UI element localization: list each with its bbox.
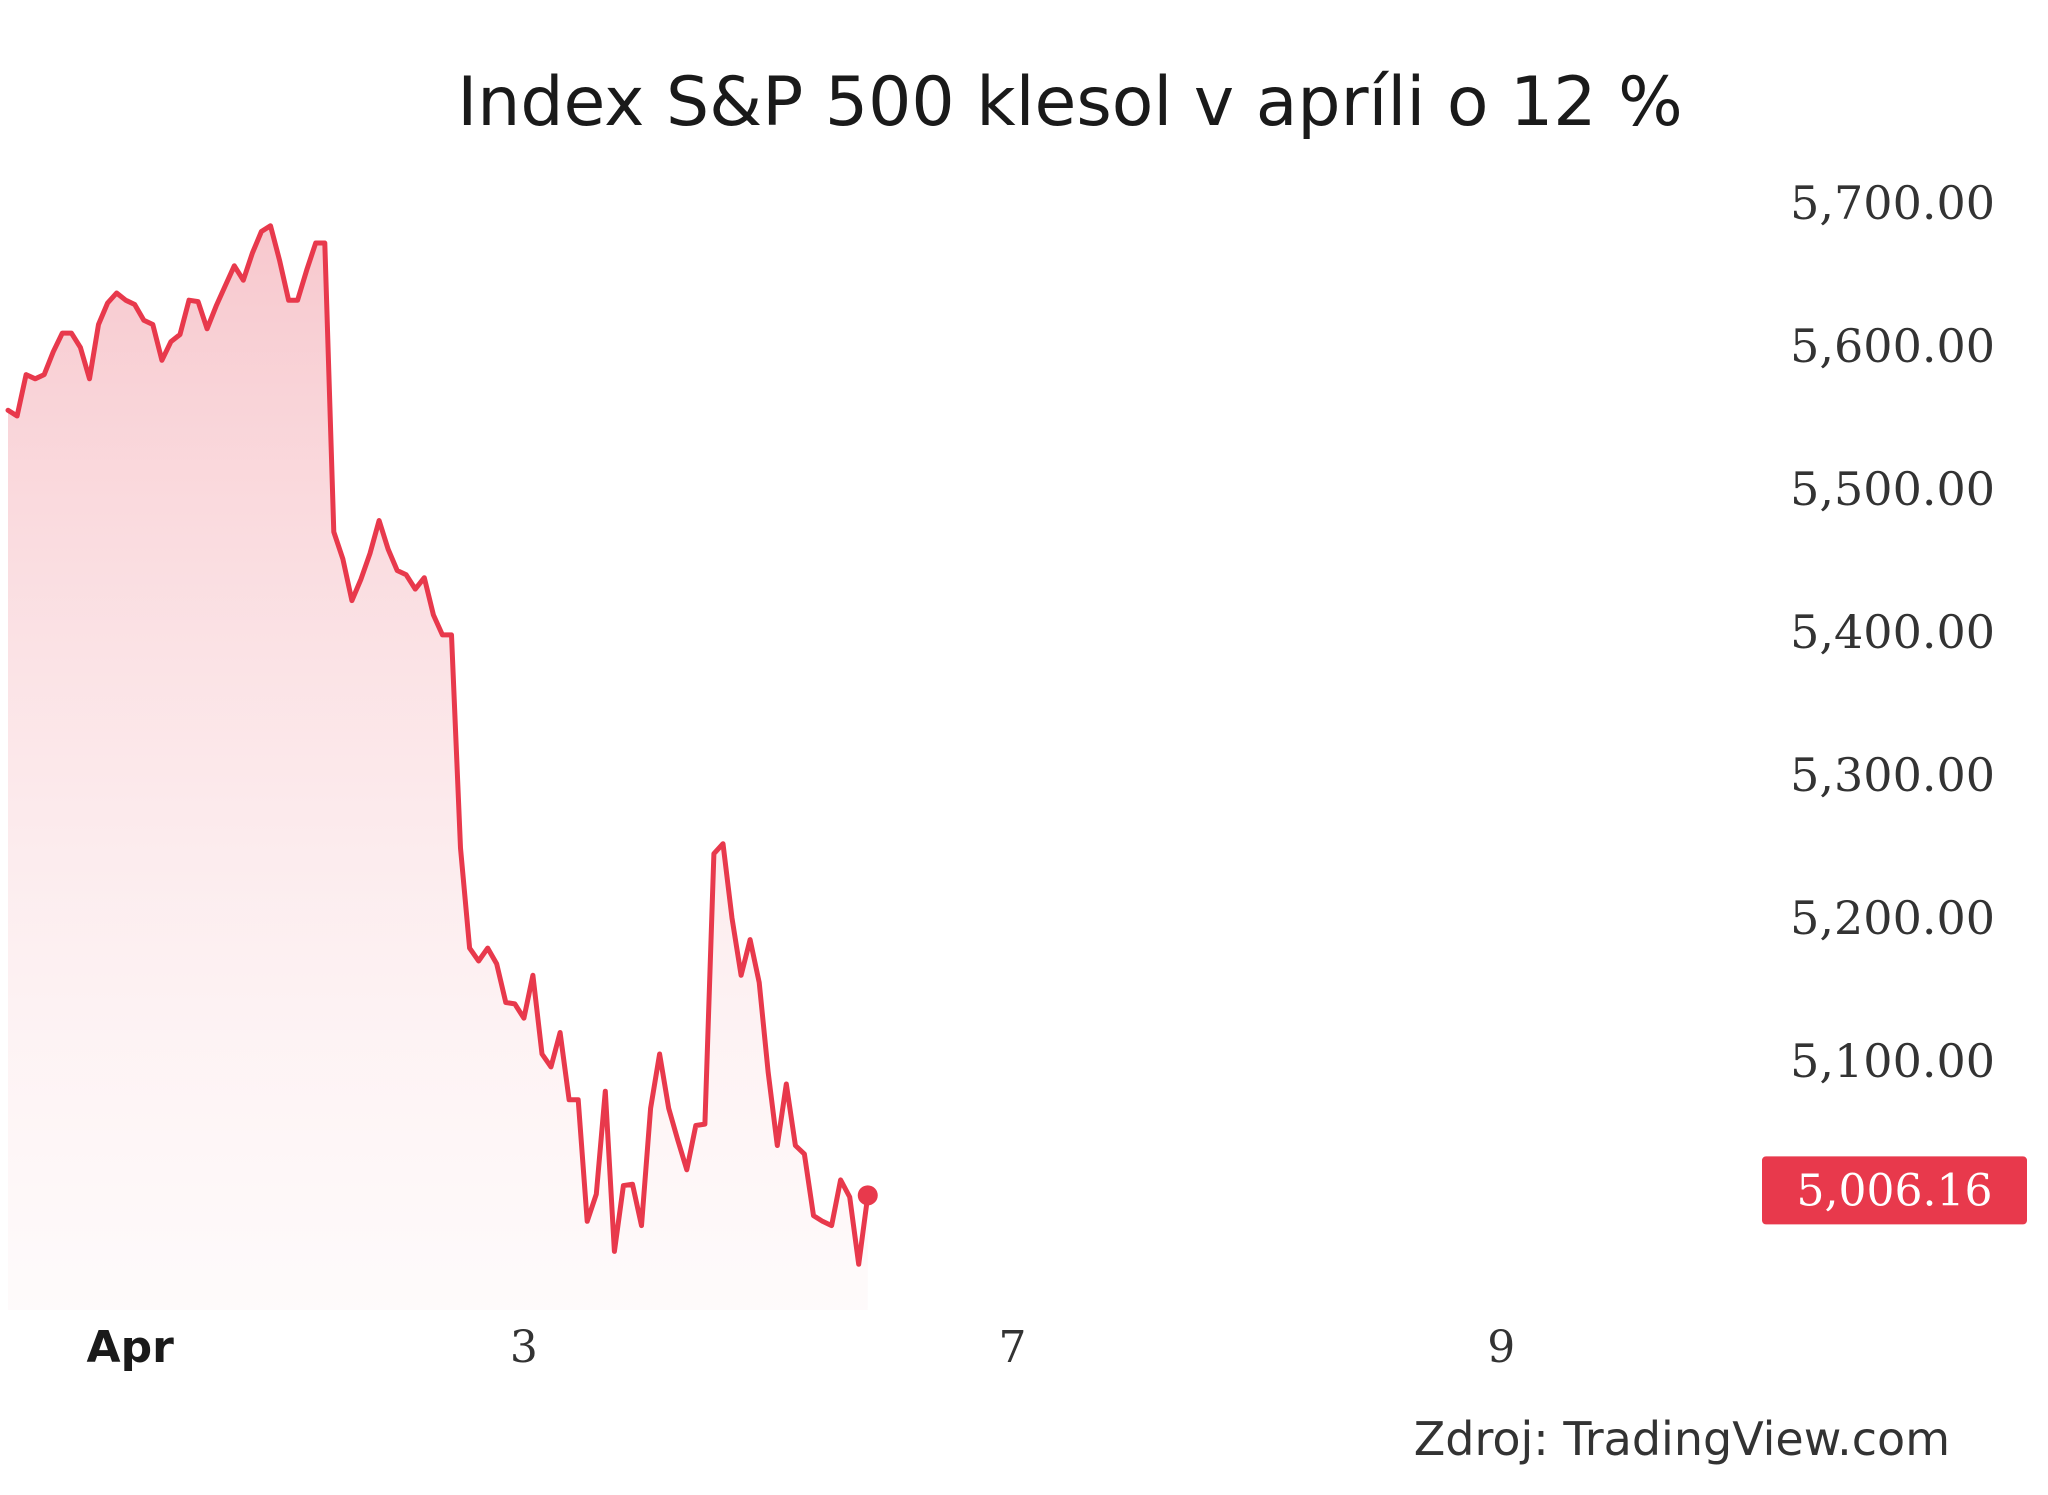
source-label: Zdroj: TradingView.com <box>1414 1412 1950 1466</box>
chart-title: Index S&P 500 klesol v apríli o 12 % <box>457 63 1683 142</box>
last-value-dot <box>857 1185 878 1206</box>
y-axis: 5,700.00 5,600.00 5,500.00 5,400.00 5,300.00… <box>1790 176 1995 1088</box>
plot-area <box>5 223 878 1310</box>
y-tick-label: 5,300.00 <box>1790 748 1995 802</box>
x-tick-label: 9 <box>1487 1322 1515 1373</box>
x-tick-label: 3 <box>510 1322 538 1373</box>
last-value-label: 5,006.16 <box>1797 1165 1993 1216</box>
y-tick-label: 5,700.00 <box>1790 176 1995 230</box>
y-tick-label: 5,400.00 <box>1790 605 1995 659</box>
y-tick-label: 5,100.00 <box>1790 1034 1995 1088</box>
x-axis: Apr 3 7 9 <box>87 1322 1516 1373</box>
last-value-badge: 5,006.16 <box>1762 1156 2027 1225</box>
y-tick-label: 5,600.00 <box>1790 319 1995 373</box>
last-value-badge-bg <box>1762 1156 2027 1225</box>
area-fill <box>8 225 868 1310</box>
y-tick-label: 5,200.00 <box>1790 891 1995 945</box>
x-tick-label: 7 <box>999 1322 1027 1373</box>
x-tick-label: Apr <box>87 1322 175 1373</box>
series-line <box>5 223 871 1267</box>
y-tick-label: 5,500.00 <box>1790 462 1995 516</box>
